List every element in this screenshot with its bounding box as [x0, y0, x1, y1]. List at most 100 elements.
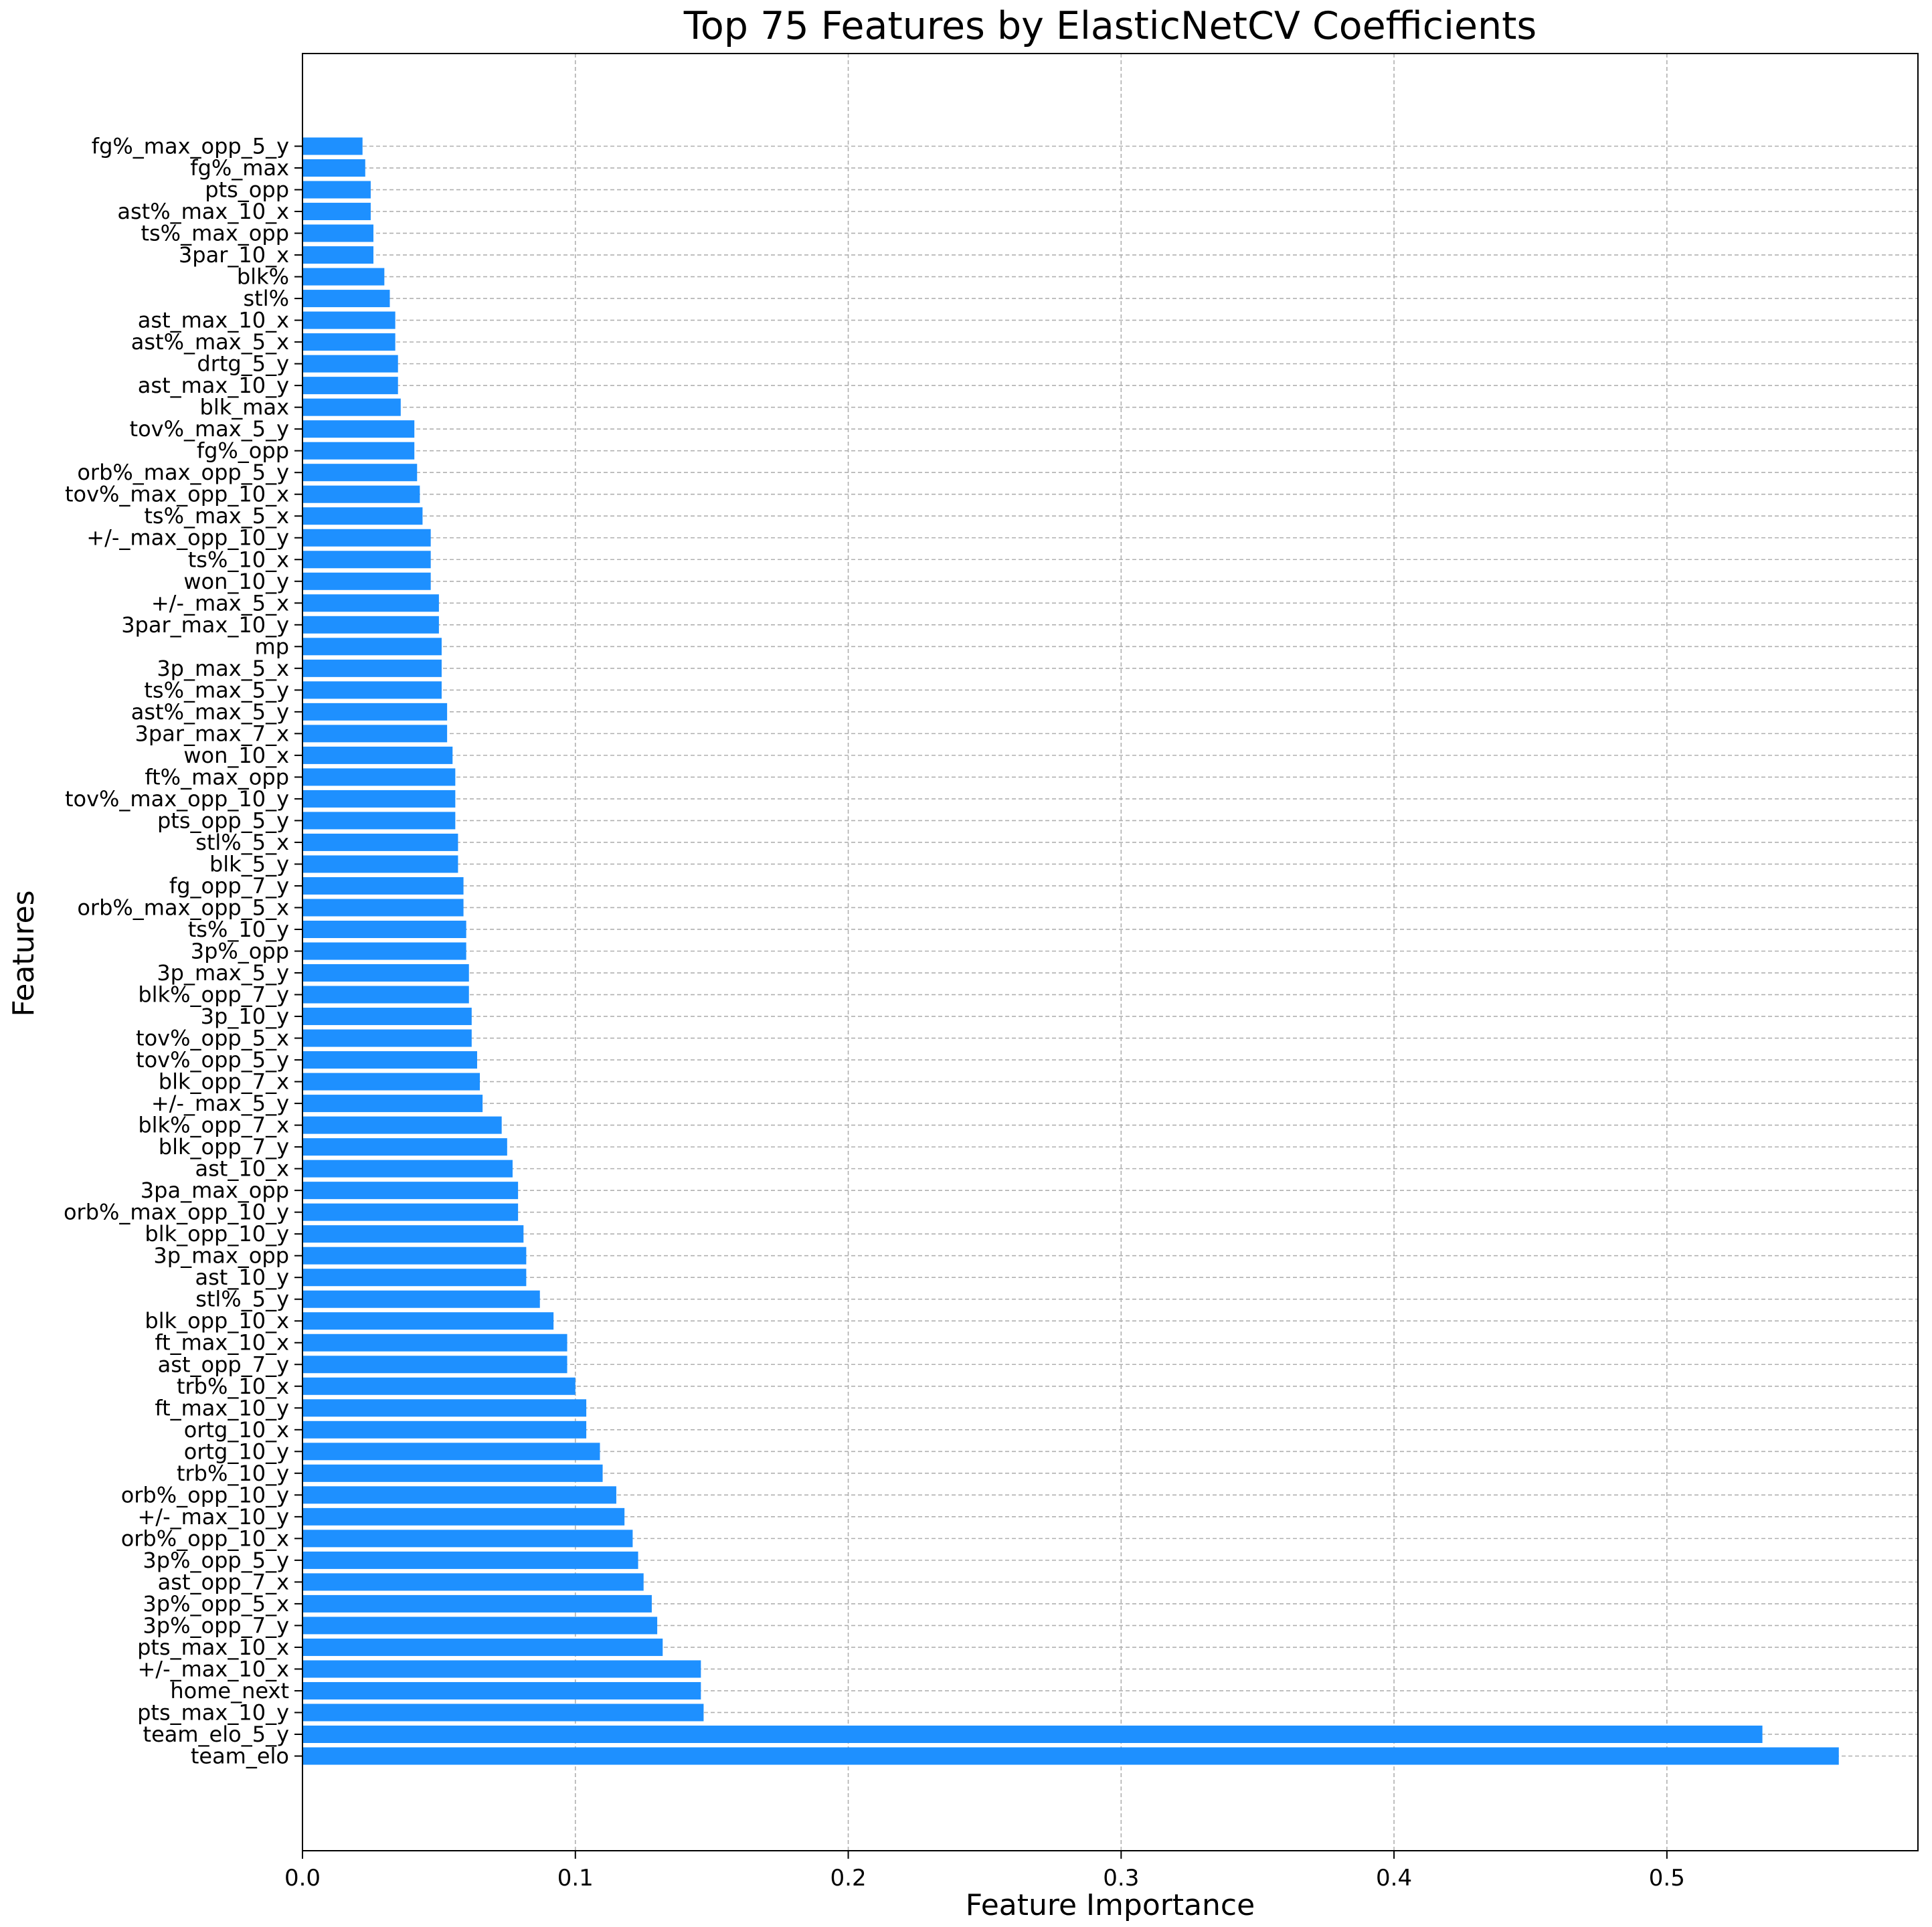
y-tick-label: fg%_max — [190, 155, 289, 181]
y-tick-label: ts%_10_x — [188, 547, 289, 572]
y-tick-label: stl%_5_y — [195, 1287, 289, 1312]
y-tick-label: stl% — [243, 286, 289, 311]
bar — [302, 246, 374, 264]
y-tick-label: blk_max — [200, 395, 289, 420]
bar — [302, 355, 398, 373]
bar — [302, 1008, 472, 1026]
y-tick-label: +/-_max_5_y — [151, 1091, 289, 1116]
bar — [302, 137, 363, 155]
x-tick-label: 0.3 — [1103, 1865, 1139, 1892]
y-tick-label: fg%_max_opp_5_y — [92, 134, 289, 159]
bar — [302, 1486, 616, 1504]
bar — [302, 311, 396, 329]
y-tick-labels: team_eloteam_elo_5_ypts_max_10_yhome_nex… — [64, 134, 302, 1769]
y-tick-label: 3p_max_5_x — [157, 656, 289, 681]
bar — [302, 464, 418, 482]
bar — [302, 986, 469, 1004]
bar — [302, 1573, 644, 1591]
bar — [302, 398, 401, 416]
y-tick-label: ft_max_10_x — [155, 1330, 289, 1356]
y-tick-label: 3p_max_opp — [153, 1243, 289, 1269]
bar — [302, 159, 365, 177]
bar — [302, 1443, 600, 1461]
bar — [302, 1530, 633, 1548]
y-tick-label: trb%_10_x — [177, 1374, 289, 1399]
bar — [302, 1399, 587, 1417]
y-tick-label: blk_opp_7_x — [159, 1069, 289, 1095]
bar — [302, 1290, 540, 1308]
bar — [302, 1095, 483, 1113]
y-tick-label: tov%_opp_5_x — [136, 1026, 289, 1051]
x-tick-label: 0.1 — [557, 1865, 594, 1892]
y-tick-label: ast_10_x — [195, 1156, 289, 1182]
bar — [302, 377, 398, 395]
y-tick-label: ast_opp_7_y — [158, 1352, 289, 1377]
bar — [302, 1617, 658, 1635]
y-tick-label: 3p%_opp — [191, 939, 289, 964]
y-tick-label: fg%_opp — [197, 438, 289, 464]
bar — [302, 333, 396, 351]
bar — [302, 1594, 652, 1613]
y-tick-label: tov%_max_5_y — [130, 416, 289, 442]
y-tick-label: mp — [255, 634, 289, 659]
bars — [302, 137, 1839, 1765]
y-tick-label: blk_opp_10_y — [145, 1221, 289, 1247]
y-tick-label: +/-_max_5_x — [151, 590, 289, 616]
plot-frame — [302, 53, 1919, 1851]
chart-title: Top 75 Features by ElasticNetCV Coeffici… — [683, 4, 1536, 48]
bar — [302, 659, 442, 677]
bar — [302, 899, 464, 917]
x-tick-label: 0.0 — [284, 1865, 321, 1892]
bar — [302, 1160, 513, 1178]
y-tick-label: ast%_max_5_x — [131, 329, 289, 355]
bar — [302, 181, 371, 199]
bar — [302, 790, 456, 808]
bar — [302, 485, 420, 503]
bar — [302, 1029, 472, 1047]
bar — [302, 1356, 567, 1374]
y-tick-label: 3par_max_10_y — [121, 612, 289, 638]
bar — [302, 942, 466, 960]
bar — [302, 529, 431, 547]
bar — [302, 1203, 519, 1221]
y-tick-label: 3p%_opp_5_x — [143, 1591, 289, 1617]
bar — [302, 594, 439, 612]
y-tick-label: tov%_max_opp_10_y — [65, 786, 289, 812]
y-tick-label: team_elo — [191, 1744, 289, 1769]
x-tick-label: 0.2 — [830, 1865, 867, 1892]
bar — [302, 746, 453, 764]
y-tick-label: pts_opp_5_y — [157, 808, 289, 833]
y-tick-label: orb%_opp_10_y — [121, 1482, 289, 1507]
y-tick-label: pts_opp — [205, 177, 289, 203]
x-tick-labels: 0.0 0.1 0.2 0.3 0.4 0.5 — [284, 1851, 1685, 1892]
y-tick-label: tov%_opp_5_y — [136, 1047, 289, 1073]
bar — [302, 551, 431, 569]
bar — [302, 1182, 519, 1200]
y-tick-label: blk%_opp_7_x — [138, 1113, 289, 1138]
y-tick-label: fg_opp_7_y — [169, 873, 289, 899]
y-tick-label: won_10_x — [183, 743, 289, 768]
y-tick-label: orb%_max_opp_10_y — [64, 1200, 289, 1225]
bar — [302, 572, 431, 590]
bar — [302, 268, 385, 286]
bar — [302, 964, 469, 982]
y-tick-label: ast_opp_7_x — [158, 1569, 289, 1594]
y-tick-label: 3par_max_7_x — [135, 721, 289, 746]
x-tick-label: 0.5 — [1649, 1865, 1685, 1892]
bar — [302, 203, 371, 221]
bar — [302, 1704, 704, 1722]
y-tick-label: orb%_max_opp_5_y — [77, 460, 289, 485]
bar — [302, 1464, 603, 1482]
y-tick-label: 3p%_opp_7_y — [143, 1613, 289, 1638]
bar — [302, 1507, 625, 1526]
bar — [302, 1334, 567, 1352]
bar — [302, 1660, 701, 1678]
y-tick-label: blk_opp_10_x — [145, 1308, 289, 1334]
bar — [302, 1225, 524, 1243]
y-axis-label: Features — [7, 890, 41, 1016]
y-tick-label: blk_5_y — [209, 851, 289, 877]
bar — [302, 1420, 587, 1439]
y-tick-label: ortg_10_x — [184, 1417, 289, 1443]
bar — [302, 616, 439, 634]
